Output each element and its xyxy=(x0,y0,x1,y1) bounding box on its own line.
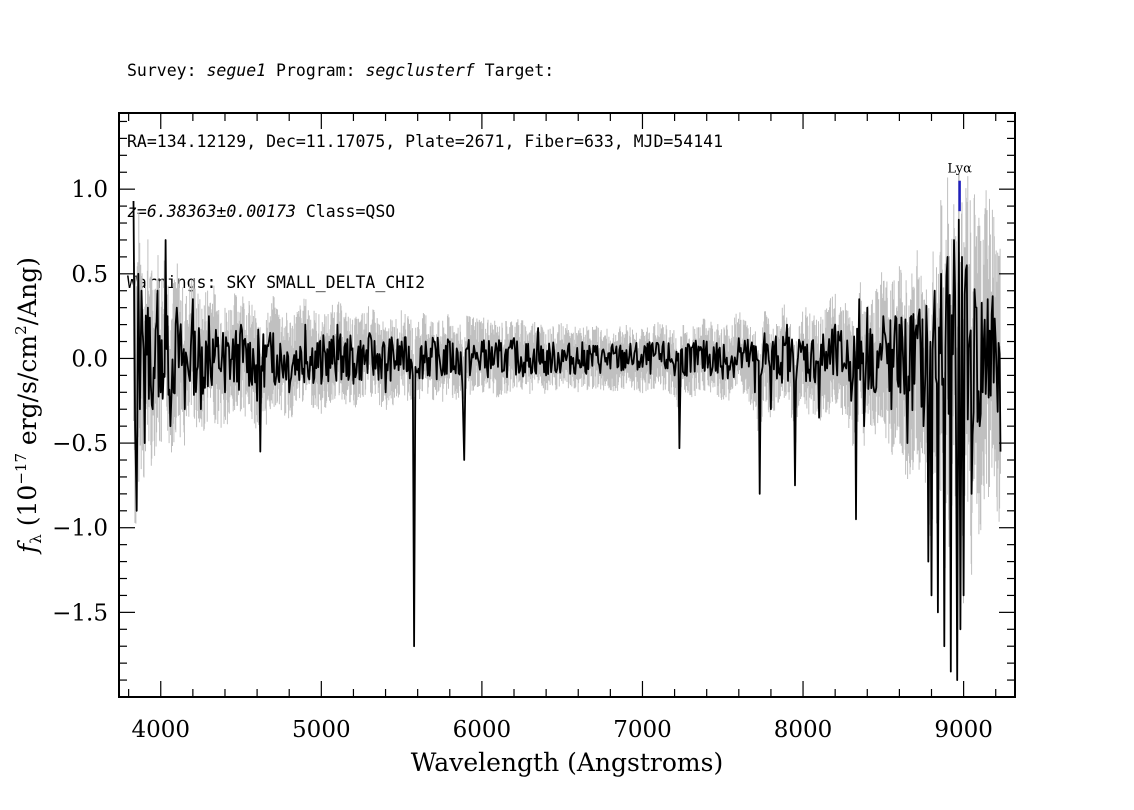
spectral-line-markers: Lyα xyxy=(947,162,972,212)
y-tick-label: −1.0 xyxy=(52,516,108,542)
x-tick-label: 6000 xyxy=(453,717,512,743)
y-tick-label: 0.5 xyxy=(71,262,108,288)
y-axis-title: fλ (10−17 erg/s/cm2/Ang) xyxy=(12,257,45,555)
x-tick-label: 7000 xyxy=(613,717,672,743)
x-tick-label: 9000 xyxy=(934,717,993,743)
x-tick-label: 8000 xyxy=(774,717,833,743)
header-line-redshift: z=6.38363±0.00173 Class=QSO xyxy=(127,200,723,224)
plot-header: Survey: segue1 Program: segclusterf Targ… xyxy=(127,12,723,318)
x-tick-label: 4000 xyxy=(131,717,190,743)
header-line-coordinates: RA=134.12129, Dec=11.17075, Plate=2671, … xyxy=(127,131,724,151)
x-tick-label: 5000 xyxy=(292,717,351,743)
program-label: Program: xyxy=(266,61,366,80)
y-tick-label: −0.5 xyxy=(52,431,108,457)
program-value: segclusterf xyxy=(365,61,475,80)
axis-ticks: 4000 5000 6000 7000 8000 9000 1.0 0.5 0.0 −0.5 −1.… xyxy=(52,113,1015,743)
y-tick-label: −1.5 xyxy=(52,600,108,626)
flux-spectrum xyxy=(132,200,1002,681)
survey-value: segue1 xyxy=(206,61,267,80)
y-tick-label: 0.0 xyxy=(71,346,108,372)
redshift-value: z=6.38363±0.00173 xyxy=(127,202,296,221)
header-line-survey: Survey: segue1 Program: segclusterf Targ… xyxy=(127,59,723,83)
x-axis-title: Wavelength (Angstroms) xyxy=(411,748,723,777)
plot-frame xyxy=(118,112,1016,698)
flux-line xyxy=(132,200,1002,681)
class-value: Class=QSO xyxy=(295,202,396,221)
target-label: Target: xyxy=(474,61,555,80)
survey-label: Survey: xyxy=(127,61,207,80)
y-tick-label: 1.0 xyxy=(71,177,108,203)
lya-label: Lyα xyxy=(947,162,972,177)
